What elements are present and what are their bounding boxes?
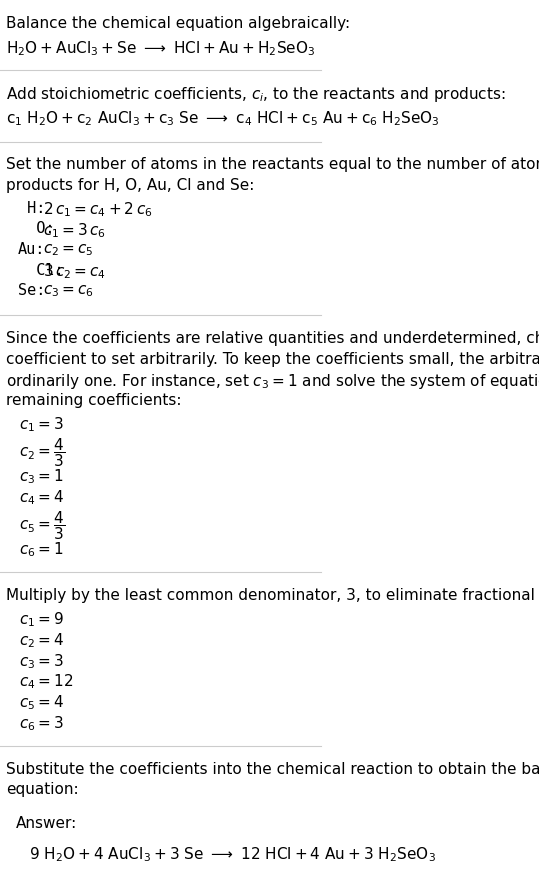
- Text: equation:: equation:: [6, 782, 79, 797]
- Text: Balance the chemical equation algebraically:: Balance the chemical equation algebraica…: [6, 16, 350, 31]
- Text: Se:: Se:: [18, 283, 45, 298]
- Text: $c_1 = 9$: $c_1 = 9$: [19, 610, 64, 630]
- Text: $c_4 = 4$: $c_4 = 4$: [19, 489, 64, 507]
- Text: $\mathrm{c_1\ H_2O + c_2\ AuCl_3 + c_3\ Se \ \longrightarrow \ c_4\ HCl + c_5\ A: $\mathrm{c_1\ H_2O + c_2\ AuCl_3 + c_3\ …: [6, 109, 440, 128]
- Text: $c_2 = 4$: $c_2 = 4$: [19, 632, 64, 650]
- Text: Add stoichiometric coefficients, $c_i$, to the reactants and products:: Add stoichiometric coefficients, $c_i$, …: [6, 86, 506, 104]
- Text: $c_2 = c_5$: $c_2 = c_5$: [43, 242, 94, 258]
- Text: Cl:: Cl:: [18, 263, 63, 278]
- Text: $c_5 = 4$: $c_5 = 4$: [19, 693, 64, 712]
- Text: Multiply by the least common denominator, 3, to eliminate fractional coefficient: Multiply by the least common denominator…: [6, 588, 539, 603]
- Text: $c_3 = 1$: $c_3 = 1$: [19, 467, 64, 486]
- Text: $c_3 = 3$: $c_3 = 3$: [19, 652, 64, 670]
- Text: $c_1 = 3\,c_6$: $c_1 = 3\,c_6$: [43, 221, 106, 240]
- Text: $c_1 = 3$: $c_1 = 3$: [19, 415, 64, 434]
- Text: Substitute the coefficients into the chemical reaction to obtain the balanced: Substitute the coefficients into the che…: [6, 762, 539, 777]
- Text: $c_5 = \dfrac{4}{3}$: $c_5 = \dfrac{4}{3}$: [19, 509, 65, 542]
- Text: Set the number of atoms in the reactants equal to the number of atoms in the: Set the number of atoms in the reactants…: [6, 157, 539, 172]
- Text: H:: H:: [18, 200, 45, 215]
- Text: Answer:: Answer:: [16, 817, 77, 832]
- Text: coefficient to set arbitrarily. To keep the coefficients small, the arbitrary va: coefficient to set arbitrarily. To keep …: [6, 352, 539, 367]
- Text: $c_6 = 1$: $c_6 = 1$: [19, 541, 64, 559]
- FancyBboxPatch shape: [2, 799, 310, 882]
- Text: $3\,c_2 = c_4$: $3\,c_2 = c_4$: [43, 263, 106, 281]
- Text: remaining coefficients:: remaining coefficients:: [6, 393, 182, 408]
- Text: $c_6 = 3$: $c_6 = 3$: [19, 714, 64, 733]
- Text: $c_3 = c_6$: $c_3 = c_6$: [43, 283, 94, 299]
- Text: $2\,c_1 = c_4 + 2\,c_6$: $2\,c_1 = c_4 + 2\,c_6$: [43, 200, 153, 220]
- Text: $c_4 = 12$: $c_4 = 12$: [19, 673, 73, 691]
- Text: $\mathrm{9\ H_2O + 4\ AuCl_3 + 3\ Se \ \longrightarrow \ 12\ HCl + 4\ Au + 3\ H_: $\mathrm{9\ H_2O + 4\ AuCl_3 + 3\ Se \ \…: [29, 845, 436, 863]
- Text: ordinarily one. For instance, set $c_3 = 1$ and solve the system of equations fo: ordinarily one. For instance, set $c_3 =…: [6, 372, 539, 392]
- Text: O:: O:: [18, 221, 54, 236]
- Text: Au:: Au:: [18, 242, 45, 257]
- Text: $\mathrm{H_2O + AuCl_3 + Se \ \longrightarrow \ HCl + Au + H_2SeO_3}$: $\mathrm{H_2O + AuCl_3 + Se \ \longright…: [6, 40, 316, 58]
- Text: products for H, O, Au, Cl and Se:: products for H, O, Au, Cl and Se:: [6, 178, 255, 193]
- Text: Since the coefficients are relative quantities and underdetermined, choose a: Since the coefficients are relative quan…: [6, 331, 539, 346]
- Text: $c_2 = \dfrac{4}{3}$: $c_2 = \dfrac{4}{3}$: [19, 437, 65, 469]
